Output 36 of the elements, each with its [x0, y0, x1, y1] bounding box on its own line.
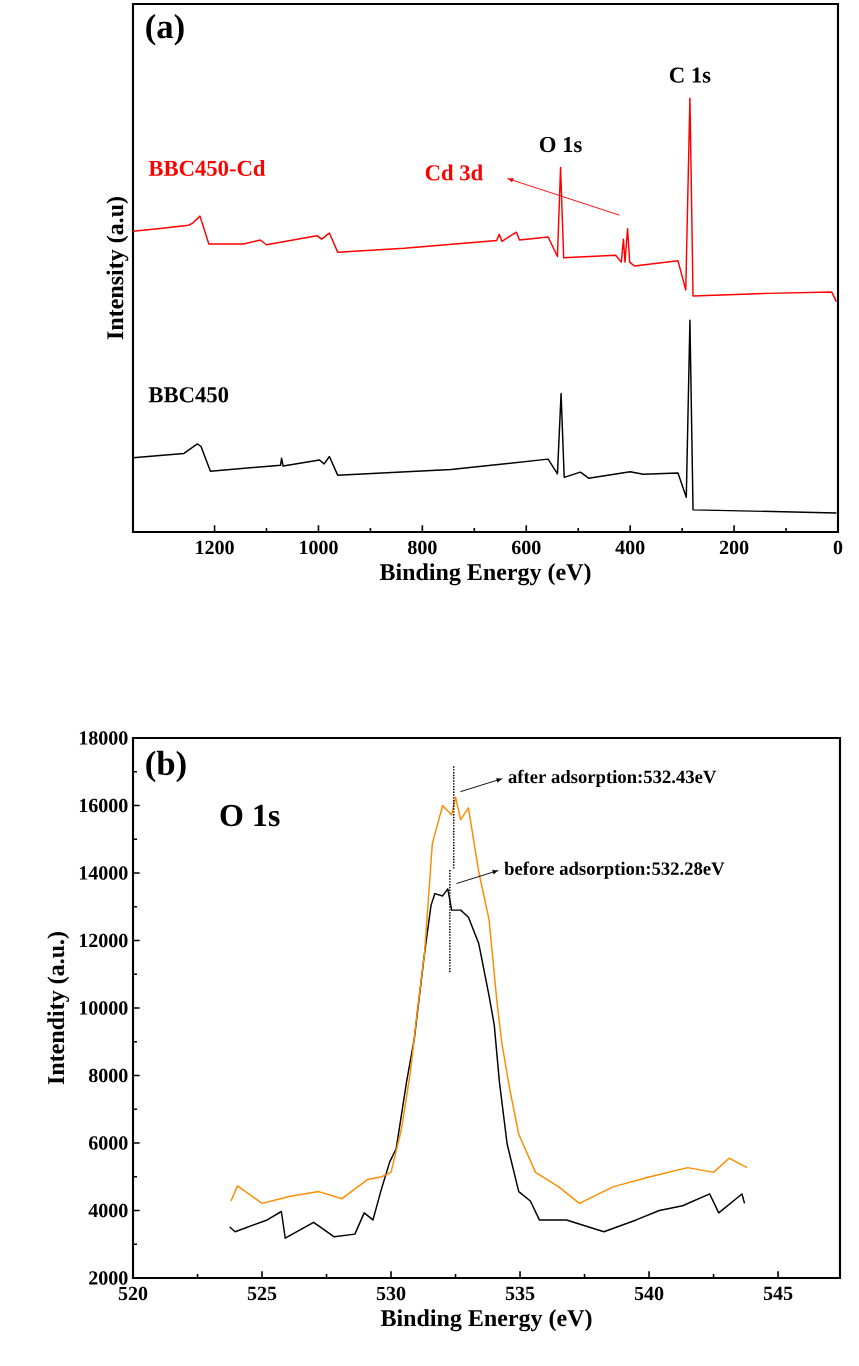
annotation: before adsorption:532.28eV [504, 861, 725, 879]
y-tick-label: 2000 [89, 1271, 128, 1285]
annotation: (b) [146, 750, 186, 783]
x-tick-label: 535 [505, 1286, 535, 1301]
annotation: C 1s [669, 67, 711, 83]
x-tick-label: 545 [763, 1286, 793, 1301]
y-tick-label: 16000 [79, 798, 128, 813]
x-tick-label: 200 [719, 540, 749, 555]
annotation: Cd 3d [425, 164, 483, 181]
y-axis-title: Intendity (a.u.) [47, 932, 70, 1085]
x-tick-label: 400 [615, 540, 645, 555]
x-tick-label: 1200 [196, 540, 234, 555]
text: (a) [146, 13, 184, 46]
y-tick-label: 6000 [88, 1136, 128, 1150]
y-tick-label: 10000 [79, 1001, 128, 1015]
text: BBC450-Cd [148, 160, 266, 176]
y-axis-title: Intensity (a.u) [106, 197, 129, 340]
x-tick-label: 800 [408, 540, 437, 555]
x-axis-title: Binding Energy (eV) [380, 1309, 592, 1332]
x-tick-label: 600 [511, 540, 541, 555]
y-tick-label: 12000 [79, 933, 128, 948]
x-tick-label: 1000 [300, 540, 338, 555]
x-tick-label: 520 [118, 1286, 148, 1301]
y-tick-label: 18000 [79, 731, 128, 745]
y-tick-label: 14000 [79, 866, 128, 880]
y-tick-label: 8000 [88, 1068, 128, 1083]
x-tick-label: 540 [634, 1286, 664, 1301]
annotation: after adsorption:532.43eV [508, 769, 717, 787]
annotation: O 1s [220, 804, 280, 827]
x-tick-label: 0 [833, 540, 843, 555]
text: BBC450 [148, 387, 229, 403]
x-axis-title: Binding Energy (eV) [379, 563, 591, 586]
x-tick-label: 530 [376, 1286, 406, 1301]
y-tick-label: 4000 [88, 1203, 128, 1218]
x-tick-label: 525 [247, 1286, 277, 1301]
annotation: O 1s [539, 136, 582, 153]
